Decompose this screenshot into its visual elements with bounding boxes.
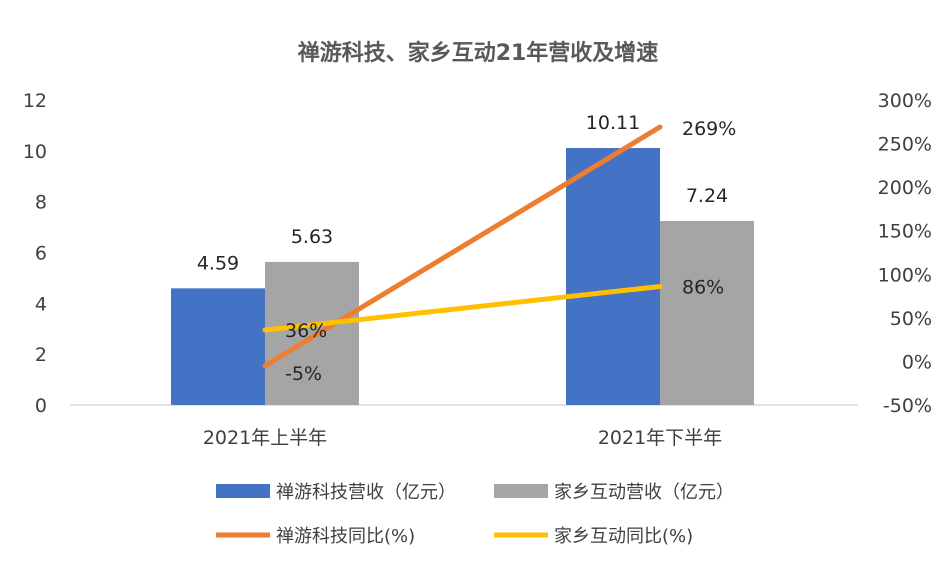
- bar: [566, 148, 660, 405]
- left-tick-label: 2: [35, 344, 47, 366]
- legend-label: 禅游科技同比(%): [276, 526, 415, 547]
- left-tick-label: 8: [35, 192, 47, 214]
- bar: [265, 261, 359, 405]
- legend-label: 家乡互动同比(%): [554, 526, 693, 547]
- bars: [171, 148, 754, 405]
- legend-swatch: [216, 484, 270, 498]
- category-labels: 2021年上半年 2021年下半年: [203, 427, 722, 449]
- legend-label: 家乡互动营收（亿元）: [554, 482, 734, 503]
- bar: [171, 288, 265, 405]
- bar-value-label: 5.63: [291, 226, 333, 248]
- left-tick-label: 12: [23, 90, 47, 112]
- right-tick-label: 0%: [902, 351, 932, 373]
- left-axis: 0 2 4 6 8 10 12: [23, 90, 47, 417]
- legend-swatch: [494, 484, 548, 498]
- line-value-label: 86%: [682, 276, 724, 298]
- line-value-label: 269%: [682, 118, 736, 140]
- right-tick-label: 50%: [890, 308, 932, 330]
- data-labels: 4.59 10.11 5.63 7.24 -5% 269% 36% 86%: [197, 112, 736, 385]
- left-tick-label: 10: [23, 141, 47, 163]
- chart-title: 禅游科技、家乡互动21年营收及增速: [297, 40, 659, 66]
- right-tick-label: 300%: [878, 90, 932, 112]
- left-tick-label: 4: [35, 293, 47, 315]
- right-tick-label: 250%: [878, 134, 932, 156]
- right-tick-label: 200%: [878, 177, 932, 199]
- right-tick-label: -50%: [883, 395, 932, 417]
- right-tick-label: 100%: [878, 264, 932, 286]
- series-line: [262, 283, 663, 333]
- bar-value-label: 10.11: [586, 112, 640, 134]
- left-tick-label: 0: [35, 395, 47, 417]
- bar: [660, 220, 754, 405]
- line-value-label: 36%: [285, 320, 327, 342]
- line-value-label: -5%: [285, 363, 322, 385]
- left-tick-label: 6: [35, 243, 47, 265]
- series-line: [262, 124, 663, 369]
- category-label: 2021年上半年: [203, 427, 327, 449]
- right-tick-label: 150%: [878, 221, 932, 243]
- bar-value-label: 4.59: [197, 252, 239, 274]
- legend-label: 禅游科技营收（亿元）: [276, 482, 456, 503]
- lines: [262, 124, 663, 369]
- bar-value-label: 7.24: [686, 185, 728, 207]
- legend: 禅游科技营收（亿元） 家乡互动营收（亿元） 禅游科技同比(%) 家乡互动同比(%): [216, 482, 734, 547]
- right-axis: -50% 0% 50% 100% 150% 200% 250% 300%: [878, 90, 932, 417]
- category-label: 2021年下半年: [598, 427, 722, 449]
